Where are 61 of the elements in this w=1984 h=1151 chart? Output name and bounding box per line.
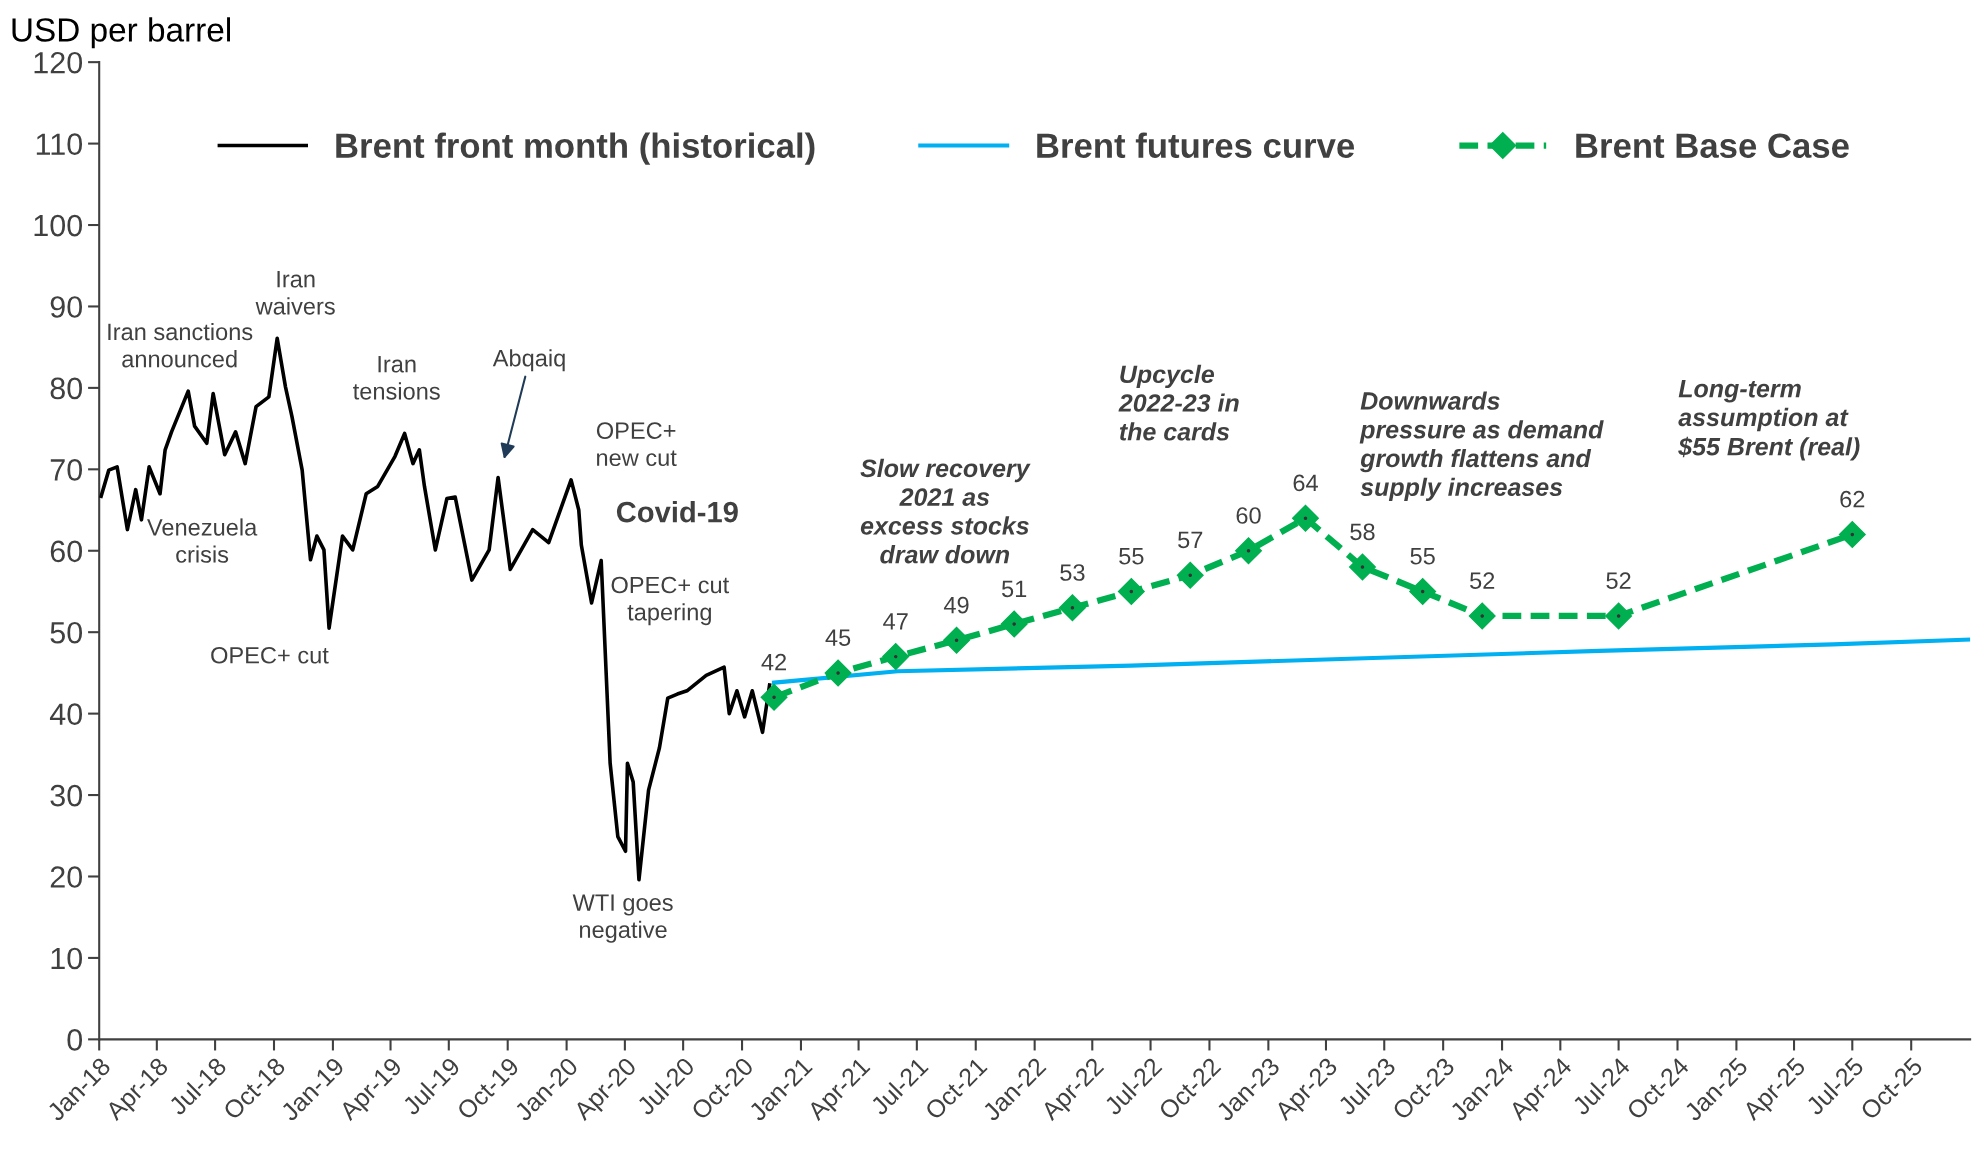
annotation: Abqaiq <box>492 349 565 372</box>
point <box>1235 537 1262 565</box>
point <box>1000 610 1028 638</box>
y-tick-label: 70 <box>50 459 83 481</box>
point <box>1117 578 1145 605</box>
point <box>1605 602 1633 630</box>
annotation: Covid-19 <box>616 501 738 523</box>
legend-label: Brent Base Case <box>1576 133 1849 158</box>
annotation: Iran waivers <box>255 271 335 315</box>
annotation: Upcycle 2022-23 in the cards <box>1118 364 1239 441</box>
y-tick-label: 40 <box>49 703 83 725</box>
data-label: 55 <box>1119 548 1144 565</box>
data-label: 52 <box>1470 572 1495 590</box>
point <box>882 643 910 671</box>
data-label: 49 <box>943 596 969 614</box>
data-label: 53 <box>1060 564 1085 581</box>
annotation: Iran sanctions announced <box>108 322 253 368</box>
data-label: 45 <box>825 629 851 647</box>
annotation: OPEC+ cut <box>211 646 329 664</box>
data-label: 62 <box>1840 490 1865 508</box>
point <box>1409 578 1437 605</box>
point <box>1468 602 1496 630</box>
y-tick-label: 100 <box>34 214 83 237</box>
y-tick-label: 120 <box>34 51 83 74</box>
annotation: Downwards pressure as demand growth flattens and supply increases <box>1359 391 1604 501</box>
y-tick-label: 110 <box>36 133 83 155</box>
point <box>1292 504 1319 532</box>
data-label: 64 <box>1293 474 1318 492</box>
y-tick-label: 10 <box>51 947 83 970</box>
point <box>824 659 852 687</box>
y-tick-label: 80 <box>50 377 83 400</box>
legend-label: Brent futures curve <box>1037 132 1355 158</box>
y-tick-label: 90 <box>50 296 83 318</box>
point <box>1176 561 1204 589</box>
y-tick-label: 60 <box>50 540 83 563</box>
point <box>1058 594 1086 622</box>
y-tick-label: 0 <box>67 1029 83 1051</box>
data-label: 58 <box>1350 523 1375 541</box>
annotation: Slow recovery 2021 as excess stocks draw down <box>860 458 1031 564</box>
y-tick-label: 30 <box>50 784 83 807</box>
data-label: 60 <box>1236 507 1261 524</box>
annotation: Long-term assumption at $55 Brent (real) <box>1678 380 1860 461</box>
legend-label: Brent front month (historical) <box>336 132 815 165</box>
annotation: WTI goes negative <box>572 894 673 943</box>
data-label: 42 <box>761 653 787 671</box>
annotation: OPEC+ cut tapering <box>611 576 730 626</box>
annotation: OPEC+ new cut <box>596 422 677 467</box>
annotation: Venezuela crisis <box>147 518 258 563</box>
y-axis-title: USD per barrel <box>12 17 230 49</box>
annotation: Iran tensions <box>353 356 440 400</box>
point <box>943 626 971 654</box>
data-label: 55 <box>1410 548 1435 565</box>
data-label: 57 <box>1178 531 1203 549</box>
point <box>1349 553 1376 581</box>
data-label: 47 <box>883 613 908 630</box>
y-tick-label: 20 <box>50 866 83 888</box>
point <box>1838 521 1866 548</box>
data-label: 52 <box>1606 572 1631 590</box>
point <box>760 683 788 711</box>
data-label: 51 <box>1001 580 1027 598</box>
y-tick-label: 50 <box>50 621 83 644</box>
